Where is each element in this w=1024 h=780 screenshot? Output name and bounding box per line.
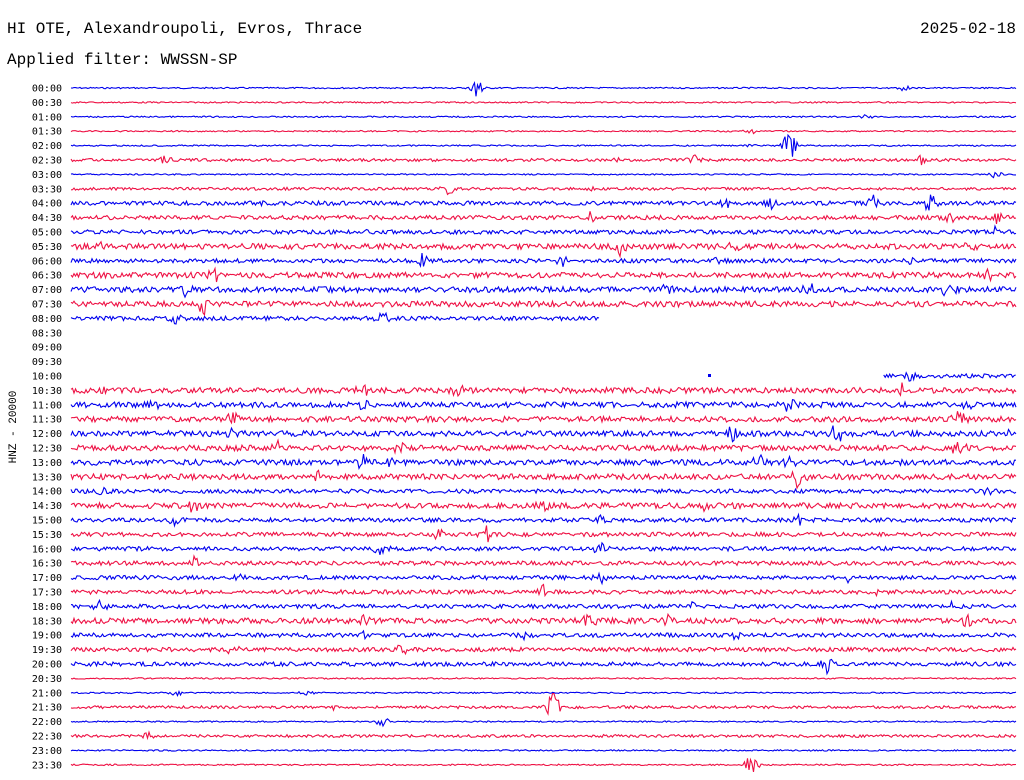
- trace-1700: [70, 571, 1017, 586]
- time-label: 07:00: [32, 285, 62, 296]
- record-date: 2025-02-18: [919, 20, 1016, 38]
- trace-0100: [70, 114, 1017, 119]
- time-label: 20:00: [32, 660, 62, 671]
- trace-2030: [70, 676, 1017, 680]
- trace-0530: [70, 240, 1017, 259]
- time-label: 09:30: [32, 357, 62, 368]
- time-label: 18:00: [32, 602, 62, 613]
- time-label: 21:30: [32, 703, 62, 714]
- trace-2300: [70, 749, 1017, 752]
- filter-label: Applied filter: WWSSN-SP: [7, 51, 238, 69]
- time-label: 21:00: [32, 688, 62, 699]
- time-label: 17:30: [32, 588, 62, 599]
- time-label: 08:30: [32, 328, 62, 339]
- time-label: 00:30: [32, 98, 62, 109]
- time-label: 08:00: [32, 314, 62, 325]
- time-label: 06:00: [32, 256, 62, 267]
- trace-0000: [70, 81, 1017, 97]
- trace-1730: [70, 583, 1017, 598]
- trace-2130: [70, 693, 1017, 716]
- trace-1330: [70, 469, 1017, 490]
- time-label: 14:00: [32, 487, 62, 498]
- trace-0330: [70, 185, 1017, 196]
- trace-0600: [70, 253, 1017, 268]
- trace-2200: [70, 718, 1017, 728]
- trace-0130: [70, 128, 1017, 135]
- time-label: 20:30: [32, 674, 62, 685]
- trace-1930: [70, 644, 1017, 656]
- time-label: 11:30: [32, 415, 62, 426]
- time-label: 04:00: [32, 199, 62, 210]
- time-label: 10:00: [32, 372, 62, 383]
- trace-1030: [70, 382, 1017, 398]
- trace-1830: [70, 612, 1017, 628]
- time-label: 09:00: [32, 343, 62, 354]
- time-label: 17:00: [32, 573, 62, 584]
- time-label: 04:30: [32, 213, 62, 224]
- time-label: 15:30: [32, 530, 62, 541]
- trace-0630: [70, 266, 1017, 283]
- trace-1100: [70, 398, 1017, 412]
- time-label: 10:30: [32, 386, 62, 397]
- time-label: 19:30: [32, 645, 62, 656]
- time-label: 22:30: [32, 732, 62, 743]
- time-label: 02:00: [32, 141, 62, 152]
- station-title: HI OTE, Alexandroupoli, Evros, Thrace: [7, 20, 363, 38]
- time-label: 13:30: [32, 472, 62, 483]
- trace-2230: [70, 730, 1017, 741]
- trace-0030: [70, 100, 1017, 104]
- trace-0430: [70, 211, 1017, 224]
- time-label: 06:30: [32, 271, 62, 282]
- time-label: 01:00: [32, 112, 62, 123]
- time-label: 12:30: [32, 444, 62, 455]
- trace-1430: [70, 500, 1017, 513]
- trace-1400: [70, 486, 1017, 497]
- trace-0800: [70, 311, 600, 325]
- time-label: 00:00: [32, 84, 62, 95]
- time-label: 02:30: [32, 156, 62, 167]
- time-label: 07:30: [32, 300, 62, 311]
- trace-2100: [70, 690, 1017, 698]
- trace-1300: [70, 453, 1016, 471]
- time-label: 16:30: [32, 559, 62, 570]
- time-label: 05:30: [32, 242, 62, 253]
- trace-1200: [70, 425, 1017, 443]
- trace-1230: [70, 438, 1017, 455]
- trace-0300: [70, 171, 1016, 179]
- time-label: 22:00: [32, 717, 62, 728]
- trace-1600: [70, 541, 1017, 555]
- time-label: 16:00: [32, 544, 62, 555]
- trace-1630: [70, 554, 1017, 567]
- trace-0500: [70, 224, 1017, 236]
- time-label: 15:00: [32, 516, 62, 527]
- trace-0200: [70, 133, 1017, 157]
- time-label: 03:00: [32, 170, 62, 181]
- trace-0700: [70, 283, 1017, 299]
- time-label: 12:00: [32, 429, 62, 440]
- time-label: 18:30: [32, 616, 62, 627]
- time-label: 23:00: [32, 746, 62, 757]
- trace-0400: [70, 194, 1017, 212]
- trace-1500: [70, 512, 1017, 528]
- trace-2330: [70, 757, 1017, 772]
- time-label: 03:30: [32, 184, 62, 195]
- time-label: 05:00: [32, 228, 62, 239]
- trace-dot: [708, 374, 711, 377]
- trace-2000: [70, 658, 1017, 676]
- trace-0730: [70, 299, 1017, 317]
- time-label: 23:30: [32, 760, 62, 771]
- trace-1000: [883, 371, 1016, 382]
- time-label: 13:00: [32, 458, 62, 469]
- time-label: 01:30: [32, 127, 62, 138]
- time-label: 14:30: [32, 501, 62, 512]
- trace-0230: [70, 154, 1017, 166]
- trace-1130: [70, 411, 1017, 425]
- time-label: 19:00: [32, 631, 62, 642]
- time-label: 11:00: [32, 400, 62, 411]
- trace-1900: [70, 629, 1017, 642]
- trace-1530: [70, 525, 1017, 543]
- trace-1800: [70, 598, 1017, 611]
